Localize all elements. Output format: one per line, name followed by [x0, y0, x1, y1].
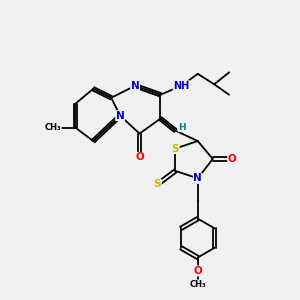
- Text: CH₃: CH₃: [190, 280, 206, 289]
- Text: N: N: [116, 111, 124, 121]
- Text: N: N: [131, 81, 140, 91]
- Text: S: S: [172, 143, 179, 154]
- Text: S: S: [154, 179, 161, 189]
- Text: NH: NH: [173, 81, 190, 91]
- Text: O: O: [194, 266, 202, 276]
- Text: O: O: [228, 154, 236, 164]
- Text: H: H: [178, 122, 186, 131]
- Text: N: N: [194, 173, 202, 183]
- Text: O: O: [135, 152, 144, 163]
- Text: CH₃: CH₃: [45, 123, 61, 132]
